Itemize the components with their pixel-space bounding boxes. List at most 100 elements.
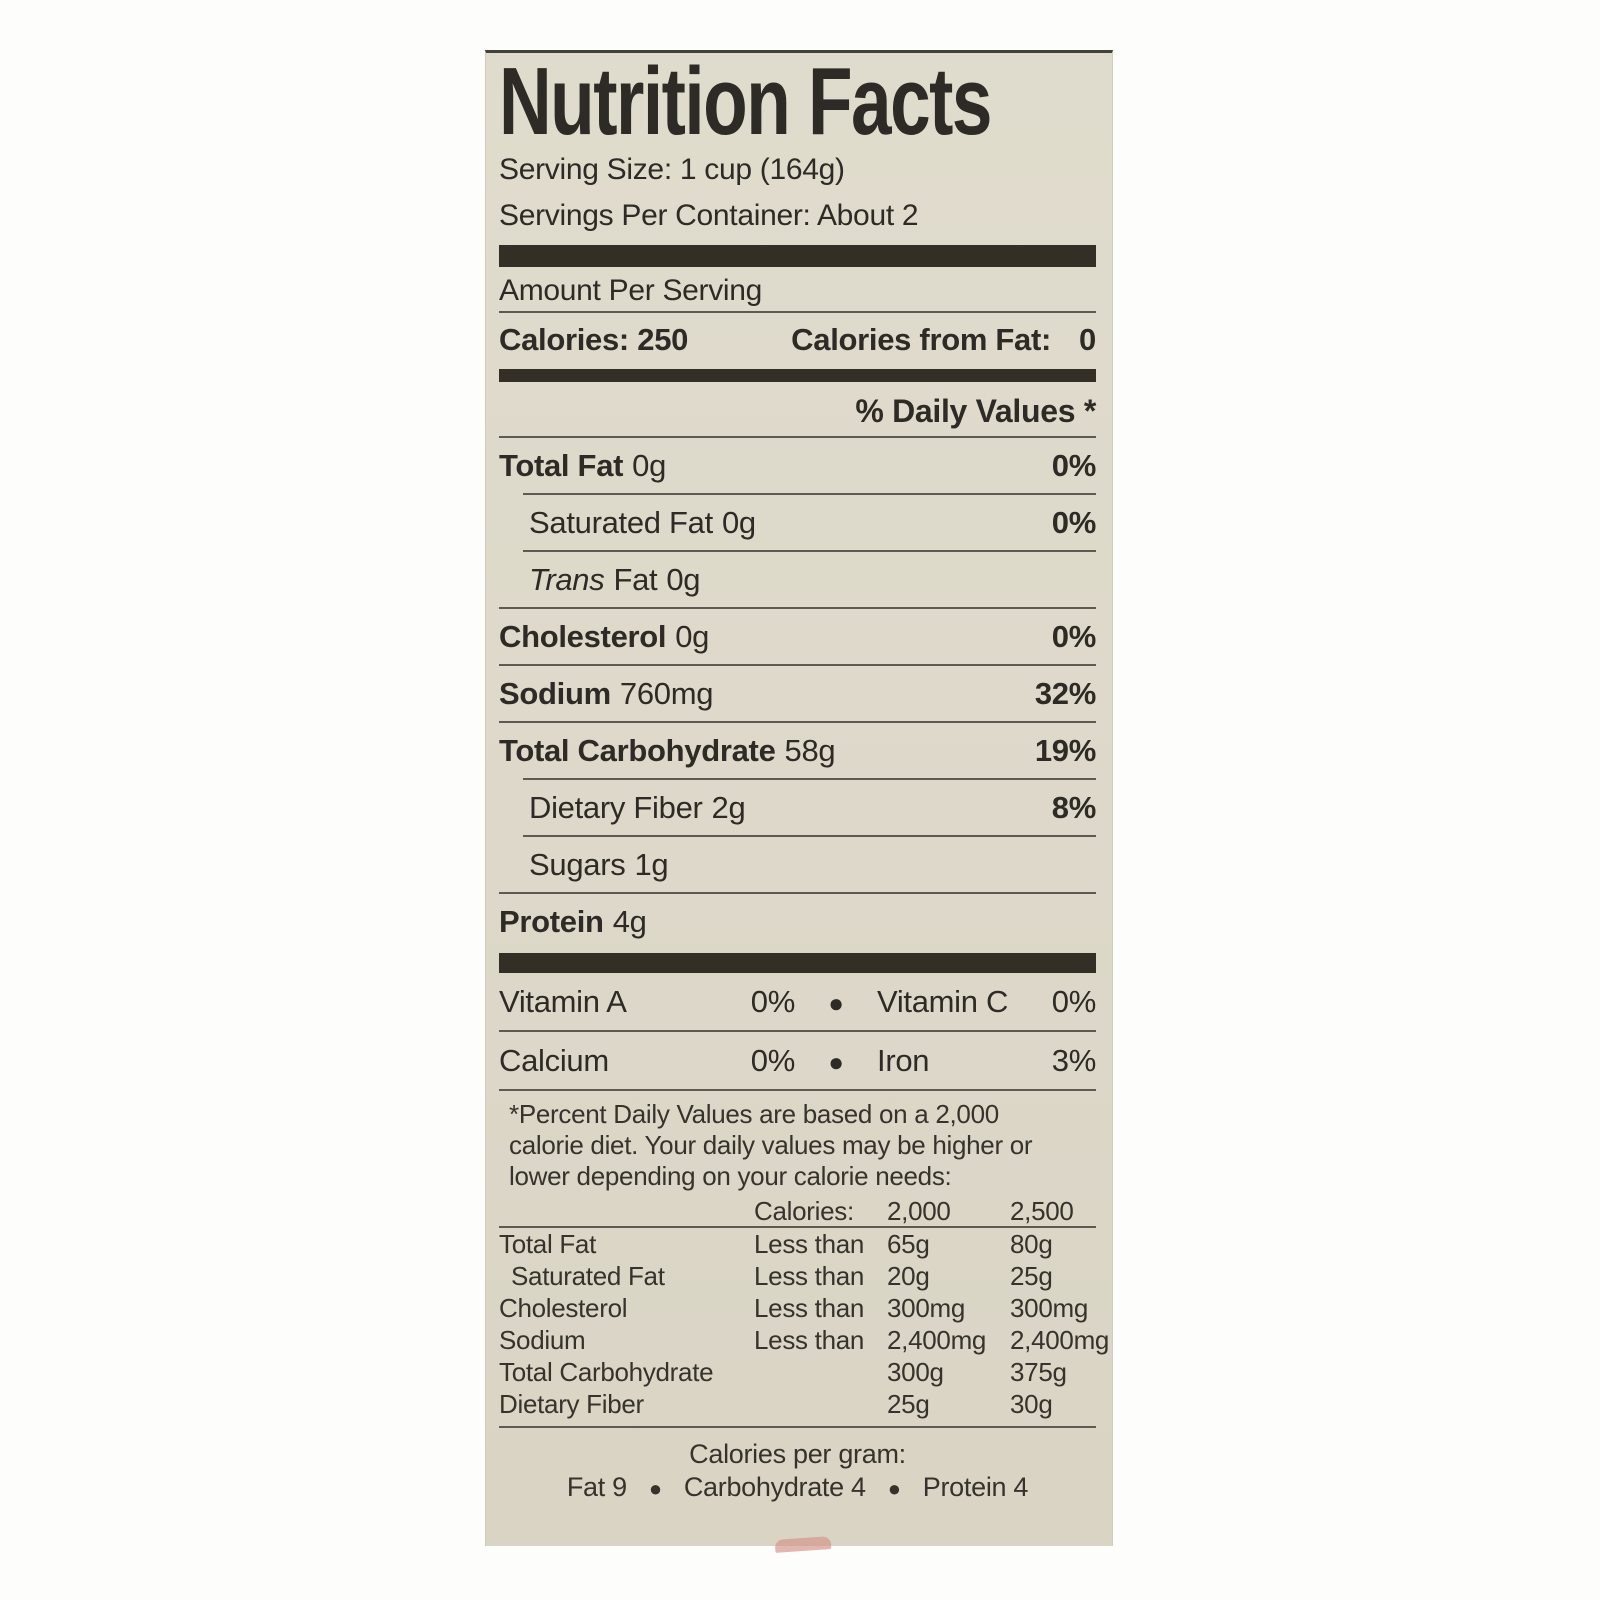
nutrient-percent: 0%: [1051, 505, 1097, 540]
nutrient-row: Total Carbohydrate 58g 19%: [499, 723, 1096, 778]
divider: [499, 664, 1096, 666]
label-title: Nutrition Facts: [499, 48, 993, 155]
table-cell: Total Carbohydrate: [499, 1357, 714, 1387]
table-cell: 20g: [887, 1261, 930, 1291]
table-row: Sodium Less than 2,400mg 2,400mg: [499, 1324, 1109, 1356]
table-cell: Less than: [754, 1293, 865, 1323]
nutrient-amount: 58g: [784, 733, 836, 768]
divider: [523, 493, 1096, 495]
cpg-item: Carbohydrate 4: [683, 1472, 866, 1502]
daily-values-footnote: *Percent Daily Values are based on a 2,0…: [499, 1099, 1096, 1192]
table-header-cell: 2,000: [887, 1196, 951, 1226]
calories-value: Calories: 250: [499, 322, 689, 357]
thick-bar: [499, 245, 1096, 267]
divider: [499, 1030, 1096, 1032]
nutrient-name: Sugars: [529, 847, 626, 882]
nutrition-facts-label: Nutrition Facts Serving Size: 1 cup (164…: [485, 50, 1113, 1546]
bullet-icon: ●: [828, 988, 844, 1018]
table-cell: 375g: [1010, 1357, 1067, 1387]
medium-bar: [499, 369, 1096, 382]
divider: [499, 311, 1096, 313]
divider: [499, 1426, 1096, 1428]
thick-bar: [499, 953, 1096, 973]
table-cell: Sodium: [499, 1325, 586, 1355]
divider: [499, 1226, 1096, 1228]
footnote-line: lower depending on your calorie needs:: [509, 1161, 952, 1191]
calories-per-gram-values: Fat 9 ● Carbohydrate 4 ● Protein 4: [499, 1470, 1096, 1506]
nutrient-row: Protein 4g: [499, 894, 1096, 949]
footnote-line: *Percent Daily Values are based on a 2,0…: [509, 1099, 999, 1129]
table-cell: 30g: [1010, 1389, 1053, 1419]
nutrient-name: Total Carbohydrate: [499, 733, 776, 768]
table-cell: 2,400mg: [887, 1325, 987, 1355]
nutrient-name: Protein: [499, 904, 604, 939]
nutrient-row: Trans Fat 0g: [499, 552, 1096, 607]
serving-size: Serving Size: 1 cup (164g): [499, 153, 845, 186]
table-header-row: Calories: 2,000 2,500: [499, 1196, 1096, 1226]
daily-values-table: Calories: 2,000 2,500 Total Fat Less tha…: [499, 1196, 1109, 1420]
table-cell: Cholesterol: [499, 1293, 628, 1323]
table-row: Cholesterol Less than 300mg 300mg: [499, 1292, 1096, 1324]
vitamin-name: Calcium: [499, 1043, 609, 1078]
cpg-item: Fat 9: [566, 1472, 627, 1502]
serving-info: Serving Size: 1 cup (164g) Servings Per …: [499, 147, 1096, 239]
bullet-icon: ●: [828, 1047, 844, 1077]
nutrient-amount: 2g: [711, 790, 746, 825]
divider: [523, 778, 1096, 780]
nutrient-name: Dietary Fiber: [529, 790, 703, 825]
calories-from-fat: Calories from Fat: 0: [791, 321, 1096, 359]
table-header-cell: [499, 1196, 754, 1226]
nutrient-amount: 0g: [721, 505, 756, 540]
table-row: Total Fat Less than 65g 80g: [499, 1228, 1096, 1260]
table-row: Total Carbohydrate 300g 375g: [499, 1356, 1096, 1388]
table-cell: Less than: [754, 1261, 865, 1291]
nutrient-amount: 1g: [634, 847, 669, 882]
vitamin-percent: 3%: [1051, 1043, 1097, 1078]
nutrient-percent: 19%: [1034, 733, 1096, 768]
table-cell: 2,400mg: [1010, 1325, 1110, 1355]
nutrient-percent: 32%: [1034, 676, 1096, 711]
nutrient-row: Saturated Fat 0g 0%: [499, 495, 1096, 550]
nutrient-percent: 0%: [1051, 448, 1097, 483]
calories-per-gram-heading: Calories per gram:: [689, 1439, 906, 1469]
vitamin-percent: 0%: [1051, 984, 1097, 1019]
table-cell: 300mg: [887, 1293, 965, 1323]
divider: [499, 607, 1096, 609]
package-edge-mark: [774, 1536, 832, 1553]
servings-per-container: Servings Per Container: About 2: [499, 199, 919, 232]
cpg-item: Protein 4: [922, 1472, 1029, 1502]
divider: [499, 721, 1096, 723]
table-cell: 300mg: [1010, 1293, 1088, 1323]
table-header-cell: Calories:: [754, 1196, 854, 1226]
divider: [499, 436, 1096, 438]
vitamin-name: Vitamin C: [877, 984, 1009, 1019]
calories-per-gram: Calories per gram: Fat 9 ● Carbohydrate 4 ●…: [499, 1438, 1096, 1506]
table-cell: [754, 1356, 887, 1388]
vitamin-name: Vitamin A: [499, 984, 627, 1019]
table-row: Saturated Fat Less than 20g 25g: [499, 1260, 1096, 1292]
nutrient-amount: 0g: [666, 562, 701, 597]
divider: [523, 550, 1096, 552]
table-cell: 25g: [887, 1389, 930, 1419]
nutrient-amount: 0g: [632, 448, 667, 483]
nutrient-amount: 0g: [675, 619, 710, 654]
table-cell: Dietary Fiber: [499, 1389, 644, 1419]
table-cell: 80g: [1010, 1229, 1053, 1259]
vitamin-percent: 0%: [750, 1043, 796, 1078]
nutrient-name: Sodium: [499, 676, 611, 711]
nutrient-row: Sugars 1g: [499, 837, 1096, 892]
table-cell: 65g: [887, 1229, 930, 1259]
nutrient-amount: 760mg: [619, 676, 714, 711]
vitamin-row: Vitamin A 0% ● Vitamin C 0%: [499, 973, 1096, 1030]
table-row: Dietary Fiber 25g 30g: [499, 1388, 1096, 1420]
table-cell: Less than: [754, 1229, 865, 1259]
table-cell: Saturated Fat: [511, 1261, 665, 1291]
nutrient-name: Fat: [613, 562, 658, 597]
nutrient-name: Total Fat: [499, 448, 624, 483]
divider: [499, 892, 1096, 894]
daily-values-heading: % Daily Values *: [855, 393, 1096, 429]
calories-from-fat-value: 0: [1079, 322, 1096, 357]
vitamin-name: Iron: [877, 1043, 930, 1078]
vitamin-row: Calcium 0% ● Iron 3%: [499, 1032, 1096, 1089]
table-cell: 300g: [887, 1357, 944, 1387]
